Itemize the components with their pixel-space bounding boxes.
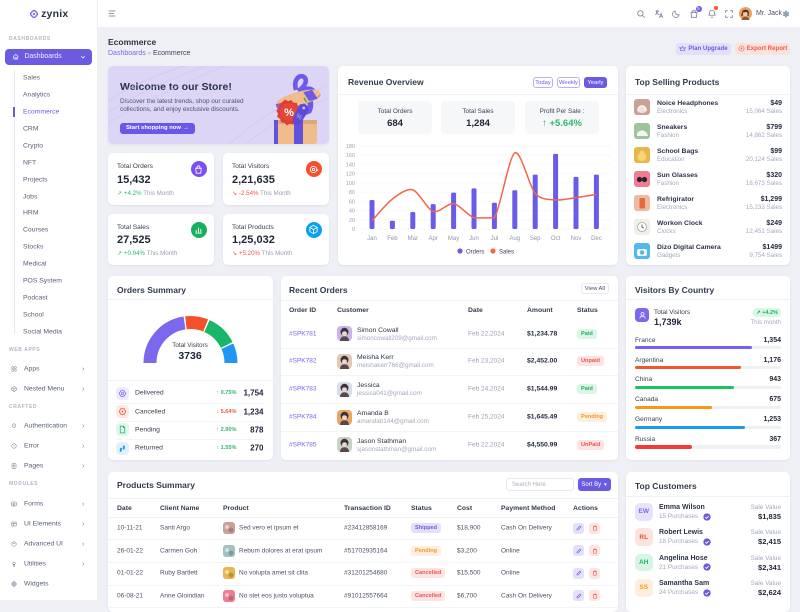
- svg-text:Aug: Aug: [509, 236, 520, 242]
- svg-text:0: 0: [352, 227, 355, 233]
- svg-text:100: 100: [346, 181, 355, 187]
- svg-text:Mar: Mar: [408, 236, 418, 242]
- svg-text:Apr: Apr: [429, 236, 438, 242]
- svg-text:May: May: [448, 236, 459, 242]
- svg-text:120: 120: [346, 172, 355, 178]
- svg-text:Oct: Oct: [551, 236, 561, 242]
- svg-text:%: %: [295, 113, 304, 122]
- svg-text:Jan: Jan: [367, 236, 377, 242]
- svg-text:60: 60: [349, 199, 355, 205]
- svg-text:Jun: Jun: [469, 236, 479, 242]
- svg-text:180: 180: [346, 144, 355, 150]
- svg-text:Nov: Nov: [571, 236, 582, 242]
- svg-text:Sales: Sales: [499, 250, 514, 256]
- svg-text:Jul: Jul: [491, 236, 499, 242]
- svg-text:Dec: Dec: [591, 236, 602, 242]
- svg-text:20: 20: [349, 218, 355, 224]
- svg-text:Feb: Feb: [387, 236, 398, 242]
- svg-text:80: 80: [349, 190, 355, 196]
- svg-text:%: %: [284, 107, 294, 119]
- svg-text:40: 40: [349, 209, 355, 215]
- svg-text:140: 140: [346, 162, 355, 168]
- svg-text:Sep: Sep: [530, 236, 541, 242]
- svg-text:160: 160: [346, 153, 355, 159]
- svg-text:Orders: Orders: [466, 250, 484, 256]
